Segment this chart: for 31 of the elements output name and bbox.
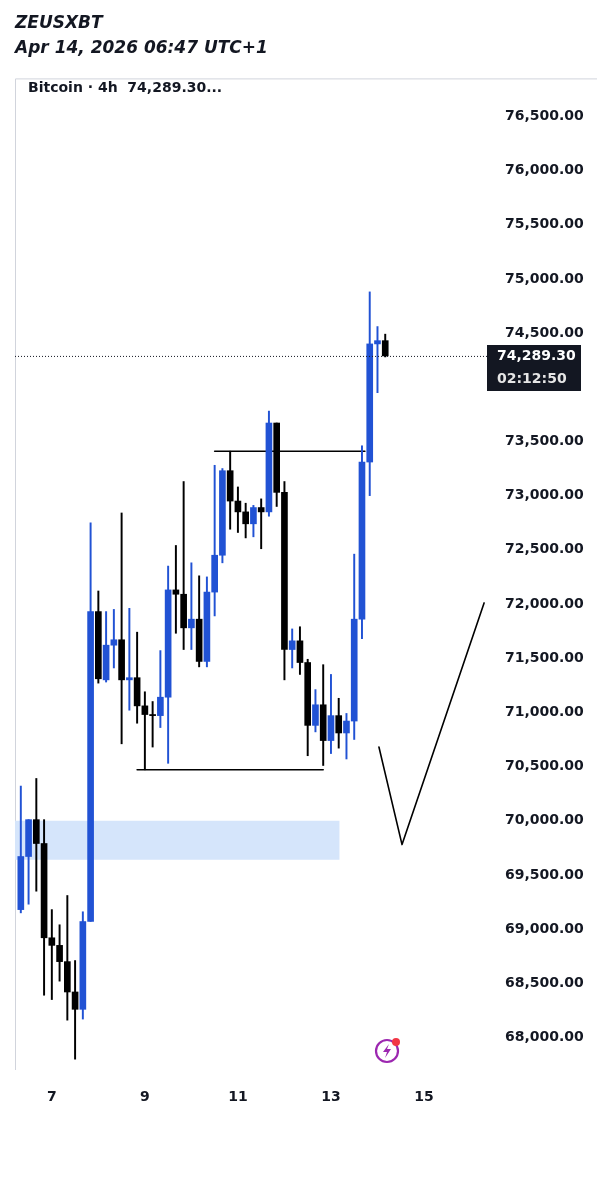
y-tick-label: 76,000.00 [505,161,585,178]
candlestick [126,608,133,711]
x-tick-label: 13 [321,1088,341,1105]
y-tick-label: 70,000.00 [505,811,585,828]
y-tick-label: 68,500.00 [505,973,585,990]
y-tick-label: 70,500.00 [505,757,585,774]
x-tick-label: 11 [228,1088,248,1105]
y-tick-label: 68,000.00 [505,1028,585,1045]
y-tick-label: 73,000.00 [505,486,585,503]
y-tick-label: 74,500.00 [505,323,585,340]
text: ZEUSXBT [15,11,105,34]
candlestick [110,609,118,669]
text: Apr 14, 2026 06:47 UTC+1 [15,36,268,59]
y-tick-label: 75,500.00 [505,215,585,232]
x-tick-label: 15 [414,1088,434,1105]
y-tick-label: 72,000.00 [505,594,585,611]
ref-line-label: 74,289.30 [497,346,577,363]
x-tick-label: 7 [46,1088,57,1105]
y-tick-label: 69,000.00 [505,919,585,936]
candlestick [257,498,265,550]
y-tick-label: 71,500.00 [505,648,585,665]
y-tick-label: 69,500.00 [505,865,585,882]
y-tick-label: 71,000.00 [505,703,585,720]
y-tick-label: 76,500.00 [505,106,585,123]
candlestick [188,562,195,650]
text: 02:12:50 [497,369,567,386]
x-tick-label: 9 [140,1088,150,1105]
y-tick-label: 72,500.00 [505,540,585,557]
y-tick-label: 75,000.00 [505,269,585,286]
chart-title: Bitcoin · 4h 74,289.30... [28,79,223,95]
y-tick-label: 73,500.00 [505,432,585,449]
